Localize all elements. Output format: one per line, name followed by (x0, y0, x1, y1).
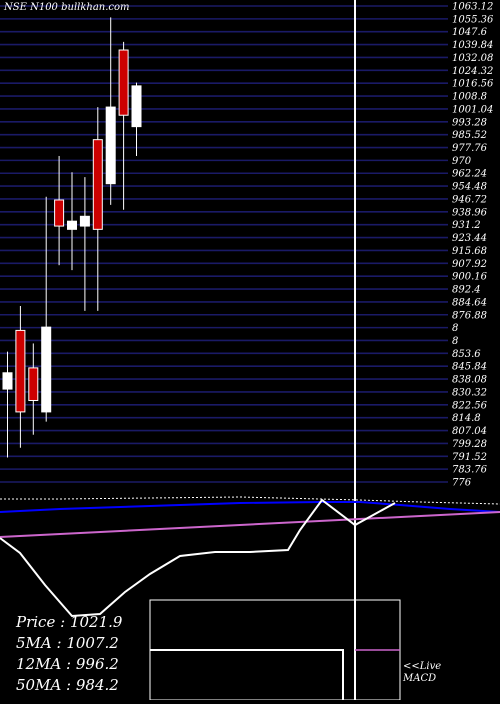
price-label: 1055.36 (452, 14, 494, 25)
price-label: 838.08 (452, 375, 487, 386)
price-label: 799.28 (452, 439, 487, 450)
candle (28, 343, 39, 435)
ma-line (0, 501, 500, 513)
candle-body (118, 49, 129, 116)
live-label: <<Live (403, 661, 442, 672)
price-label: 938.96 (452, 207, 488, 218)
price-label: 822.56 (452, 400, 488, 411)
price-label: 853.6 (452, 349, 481, 360)
price-label: 1024.32 (452, 66, 493, 77)
candle-body (28, 367, 39, 401)
price-label: 1016.56 (452, 79, 494, 90)
stats-panel: Price : 1021.9 5MA : 1007.2 12MA : 996.2… (16, 612, 122, 696)
price-label: 970 (452, 156, 472, 167)
candle-body (41, 326, 52, 413)
candle (15, 305, 26, 448)
signal-line (0, 498, 396, 618)
price-label: 783.76 (452, 465, 488, 476)
price-label: 845.84 (452, 362, 487, 373)
price-label: 776 (452, 478, 472, 489)
price-label: 993.28 (452, 117, 487, 128)
candle-body (15, 329, 26, 413)
price-label: 1032.08 (452, 53, 493, 64)
price-label: 1001.04 (452, 104, 493, 115)
price-label: 900.16 (452, 272, 488, 283)
macd-histogram-line (150, 649, 344, 700)
grid-lines (0, 5, 448, 483)
candle-body (54, 199, 65, 227)
price-label: 807.04 (452, 426, 487, 437)
price-label: 954.48 (452, 182, 487, 193)
price-label: 923.44 (452, 233, 487, 244)
stat-50ma: 50MA : 984.2 (16, 676, 119, 694)
candle-body (67, 220, 77, 230)
price-label: 1039.84 (452, 40, 493, 51)
candle (118, 41, 129, 210)
candle-body (79, 215, 90, 227)
price-label: 830.32 (452, 387, 487, 398)
candle (92, 107, 103, 311)
stat-price: Price : 1021.9 (16, 613, 123, 631)
price-label: 915.68 (452, 246, 487, 257)
price-label: 8 (452, 323, 458, 334)
price-label: 1008.8 (452, 92, 487, 103)
macd-label: MACD (403, 673, 437, 684)
price-label: 1047.6 (452, 27, 488, 38)
price-label: 962.24 (452, 169, 487, 180)
price-label: 8 (452, 336, 458, 347)
macd-line (0, 511, 500, 538)
candle (105, 17, 116, 205)
candle (41, 196, 52, 422)
price-label: 884.64 (452, 297, 487, 308)
price-label: 907.92 (452, 259, 487, 270)
candle (131, 82, 142, 156)
candle-body (92, 139, 103, 230)
candle-body (2, 372, 13, 390)
candle-body (131, 85, 142, 128)
candle (67, 172, 77, 271)
price-label: 814.8 (452, 413, 481, 424)
stat-5ma: 5MA : 1007.2 (16, 634, 119, 652)
candle (2, 351, 13, 458)
candle (79, 177, 90, 311)
price-label: 892.4 (452, 285, 481, 296)
signal-dotted-line (0, 496, 500, 505)
price-label: 985.52 (452, 130, 487, 141)
price-label: 791.52 (452, 452, 487, 463)
watermark: bullkhan.com (61, 2, 130, 13)
live-macd-label: <<Live MACD (403, 661, 441, 685)
stat-12ma: 12MA : 996.2 (16, 655, 119, 673)
price-label: 876.88 (452, 310, 487, 321)
price-label: 931.2 (452, 220, 481, 231)
candles (2, 17, 142, 458)
price-label: 946.72 (452, 194, 487, 205)
price-label: 977.76 (452, 143, 488, 154)
ticker-symbol: NSE N100 (4, 2, 58, 13)
candle-body (105, 106, 116, 185)
price-label: 1063.12 (452, 2, 493, 13)
candle (54, 155, 65, 266)
ticker-title: NSE N100 bullkhan.com (4, 2, 130, 13)
